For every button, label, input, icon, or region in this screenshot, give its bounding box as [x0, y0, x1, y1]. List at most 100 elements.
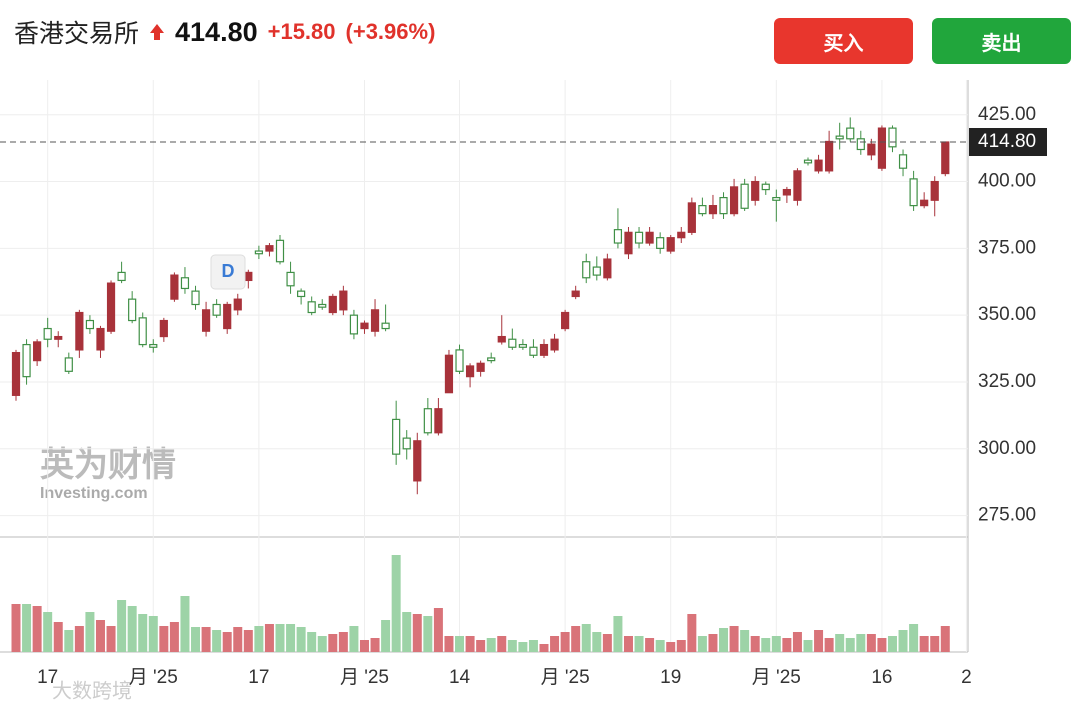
- title: 香港交易所: [14, 20, 140, 48]
- volume-bar: [212, 630, 222, 652]
- candle-body: [465, 365, 475, 378]
- y-tick-label: 350.00: [978, 304, 1036, 325]
- volume-bar: [275, 624, 285, 652]
- volume-bar: [856, 634, 866, 652]
- candle-body: [698, 205, 707, 215]
- volume-bar: [328, 634, 338, 652]
- candle-body: [497, 335, 506, 343]
- volume-bar: [169, 622, 179, 652]
- last-price-tag: [969, 128, 1047, 157]
- volume-bar: [845, 638, 855, 652]
- candle-body: [751, 180, 760, 201]
- candle-body: [539, 343, 549, 356]
- candle-body: [117, 271, 126, 282]
- candle-body: [392, 418, 401, 455]
- candle-body: [835, 135, 844, 140]
- volume-bar: [412, 614, 422, 652]
- volume-bar: [697, 636, 707, 652]
- volume-bar: [222, 632, 232, 652]
- candle-body: [455, 349, 464, 372]
- candle-body: [761, 183, 770, 191]
- candle-body: [159, 319, 168, 338]
- candle-body: [54, 335, 63, 340]
- candle-body: [941, 141, 950, 175]
- volume-bar: [465, 636, 475, 652]
- volume-bar: [824, 638, 834, 652]
- candle-body: [613, 229, 623, 244]
- volume-bar: [740, 630, 750, 652]
- volume-bar: [581, 624, 591, 652]
- volume-bar: [571, 626, 581, 652]
- volume-bar: [402, 612, 412, 652]
- candle-body: [43, 327, 52, 340]
- volume-bar: [254, 626, 264, 652]
- candle-body: [582, 261, 591, 279]
- volume-bar: [898, 630, 908, 652]
- candle-body: [328, 295, 337, 314]
- volume-bar: [22, 604, 32, 652]
- volume-bar: [497, 636, 507, 652]
- volume-bar: [64, 630, 74, 652]
- candle-body: [634, 231, 644, 244]
- x-tick-label: 19: [660, 667, 681, 688]
- volume-bar: [381, 620, 391, 652]
- x-tick-label: 17: [37, 667, 58, 688]
- sell-button[interactable]: 卖出: [932, 18, 1071, 64]
- volume-bar: [750, 636, 760, 652]
- candle-body: [645, 231, 654, 244]
- volume-bar: [550, 636, 560, 652]
- candle-body: [64, 357, 73, 372]
- volume-bar: [317, 636, 327, 652]
- candle-body: [518, 343, 527, 348]
- candle-body: [793, 170, 802, 201]
- volume-bar: [296, 627, 306, 652]
- chart: 英为财情 Investing.com 大数跨境 275.00 300.00 325.…: [0, 80, 1047, 702]
- volume-bar: [877, 638, 887, 652]
- candle-body: [803, 159, 813, 164]
- annotation-box: [210, 254, 246, 290]
- volume-bar: [560, 632, 570, 652]
- volume-bar: [391, 555, 401, 652]
- volume-bar: [645, 638, 655, 652]
- candle-body: [603, 258, 612, 279]
- candle-body: [297, 290, 306, 298]
- volume-bar: [528, 640, 538, 652]
- candle-body: [666, 237, 675, 252]
- volume-bar: [85, 612, 95, 652]
- volume-bar: [666, 642, 676, 652]
- volume-bar: [423, 616, 433, 652]
- volume-bar: [655, 640, 665, 652]
- volume-bar: [476, 640, 486, 652]
- y-tick-label: 300.00: [978, 438, 1036, 459]
- volume-bar: [264, 624, 274, 652]
- volume-bar: [433, 608, 443, 652]
- candle-body: [888, 127, 897, 148]
- volume-bar: [286, 624, 296, 652]
- y-tick-label: 325.00: [978, 371, 1036, 392]
- candle-body: [212, 303, 221, 316]
- candle-body: [571, 290, 580, 298]
- x-tick-label: 月 '25: [541, 667, 590, 688]
- candle-body: [867, 143, 876, 156]
- volume-bar: [53, 622, 63, 652]
- candle-body: [180, 277, 190, 290]
- volume-bar: [127, 606, 137, 652]
- candle-body: [75, 311, 84, 351]
- candle-body: [719, 196, 728, 215]
- candle-body: [782, 188, 791, 196]
- volume-bar: [32, 606, 42, 652]
- candle-body: [740, 183, 749, 209]
- candle-body: [814, 159, 823, 172]
- volume-bar: [539, 644, 549, 652]
- buy-button[interactable]: 买入: [774, 18, 913, 64]
- x-tick-label: 月 '25: [752, 667, 801, 688]
- candle-body: [307, 301, 316, 314]
- watermark-source: 大数跨境: [52, 679, 132, 702]
- volume-bar: [792, 632, 802, 652]
- candle-body: [170, 274, 179, 300]
- candle-body: [286, 271, 295, 287]
- candle-body: [254, 250, 263, 255]
- volume-bar: [623, 636, 633, 652]
- volume-bar: [95, 620, 105, 652]
